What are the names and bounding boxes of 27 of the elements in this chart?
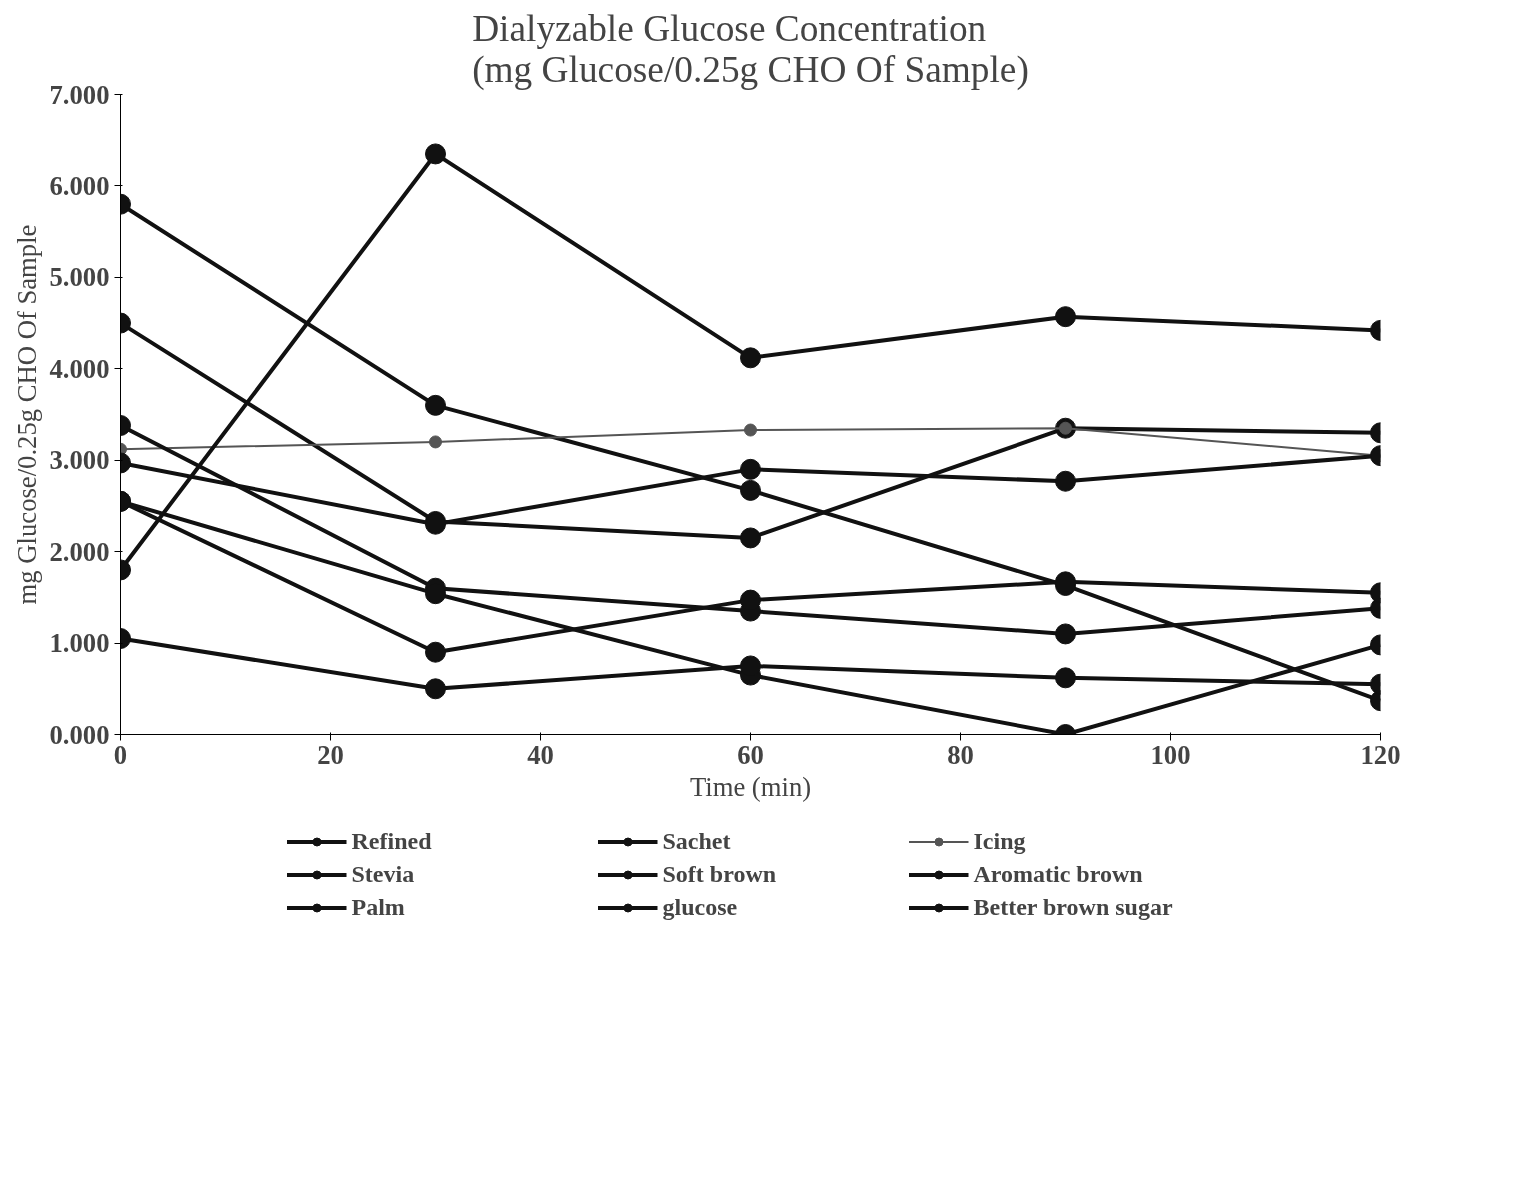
x-tick-label: 40	[527, 739, 554, 770]
legend-label: Aromatic brown	[973, 860, 1144, 888]
x-tick-label: 80	[947, 739, 974, 770]
y-tick-label: 2.000	[49, 536, 110, 567]
legend-label: Sachet	[662, 827, 732, 855]
chart-title: Dialyzable Glucose Concentration (mg Glucose/0.25g CHO Of Sample)	[472, 7, 1029, 91]
y-tick-label: 1.000	[49, 628, 110, 659]
x-tick-label: 120	[1360, 739, 1401, 770]
legend-label: Better brown sugar	[973, 893, 1174, 921]
y-tick-label: 7.000	[49, 79, 110, 110]
x-tick-label: 100	[1150, 739, 1191, 770]
y-tick-label: 5.000	[49, 262, 110, 293]
y-tick-label: 3.000	[49, 445, 110, 476]
y-tick-label: 4.000	[49, 353, 110, 384]
legend-label: Stevia	[351, 860, 416, 888]
legend-label: glucose	[662, 893, 739, 921]
legend-label: Icing	[973, 827, 1027, 855]
legend-label: Soft brown	[662, 860, 778, 888]
x-tick-label: 20	[317, 739, 344, 770]
legend-label: Palm	[351, 893, 406, 921]
x-axis-title: Time (min)	[689, 771, 812, 802]
x-tick-label: 0	[113, 739, 128, 770]
x-tick-label: 60	[737, 739, 764, 770]
y-tick-label: 6.000	[49, 170, 110, 201]
y-tick-label: 0.000	[49, 719, 110, 750]
y-axis-title: mg Glucose/0.25g CHO Of Sample	[11, 224, 42, 605]
legend-label: Refined	[351, 827, 433, 855]
